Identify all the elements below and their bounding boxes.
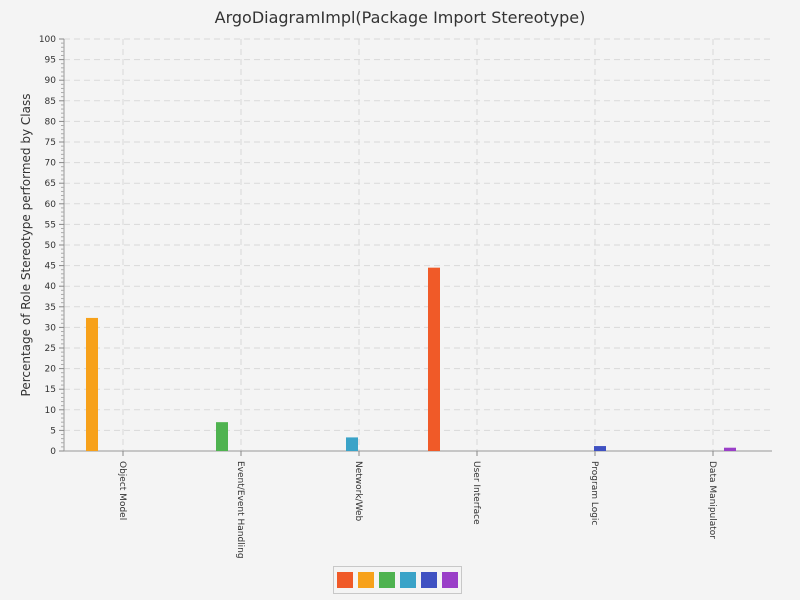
y-tick-label: 45	[45, 262, 56, 272]
bar	[346, 437, 358, 451]
y-tick-label: 55	[45, 220, 56, 230]
bar	[428, 267, 440, 451]
legend-swatch	[421, 572, 437, 588]
legend-swatch	[400, 572, 416, 588]
y-tick-label: 30	[45, 323, 57, 333]
grid-lines	[64, 38, 772, 451]
y-tick-label: 35	[45, 303, 56, 313]
x-tick-label: Network/Web	[353, 461, 363, 522]
y-tick-label: 50	[45, 241, 57, 251]
y-tick-label: 85	[45, 97, 56, 107]
x-tick-label: Object Model	[117, 461, 127, 520]
x-tick-label: Event/Event Handling	[235, 461, 245, 559]
x-tick-label: Program Logic	[589, 461, 599, 525]
x-tick-label: User Interface	[471, 461, 481, 525]
y-tick-label: 65	[45, 179, 56, 189]
y-tick-label: 95	[45, 56, 56, 66]
legend-swatch	[442, 572, 458, 588]
bar	[594, 446, 606, 451]
legend-swatch	[337, 572, 353, 588]
y-axis-label: Percentage of Role Stereotype performed …	[19, 94, 33, 397]
bars	[86, 267, 736, 451]
bar	[216, 422, 228, 451]
y-tick-label: 20	[45, 365, 57, 375]
legend	[333, 566, 462, 594]
y-tick-label: 40	[45, 282, 57, 292]
bar	[86, 317, 98, 451]
y-tick-label: 75	[45, 138, 56, 148]
y-tick-label: 5	[50, 426, 56, 436]
legend-swatch	[379, 572, 395, 588]
y-tick-label: 70	[45, 159, 57, 169]
y-tick-label: 80	[45, 117, 57, 127]
y-tick-label: 0	[50, 447, 56, 457]
bar	[724, 447, 736, 451]
y-tick-label: 60	[45, 200, 57, 210]
y-axis-ticks: 0 5 10 15 20 25 30 35 40 45 50 55 60 65 70 75 80 85 90 95 10…	[39, 35, 64, 457]
x-tick-label: Data Manipulator	[707, 461, 717, 539]
chart-title: ArgoDiagramImpl(Package Import Stereotyp…	[215, 8, 586, 27]
y-tick-label: 100	[39, 35, 56, 45]
y-tick-label: 10	[45, 406, 57, 416]
y-tick-label: 90	[45, 76, 57, 86]
x-axis-ticks: Object Model Event/Event Handling Network/…	[117, 451, 717, 559]
y-tick-label: 25	[45, 344, 56, 354]
legend-swatch	[358, 572, 374, 588]
y-tick-label: 15	[45, 385, 56, 395]
